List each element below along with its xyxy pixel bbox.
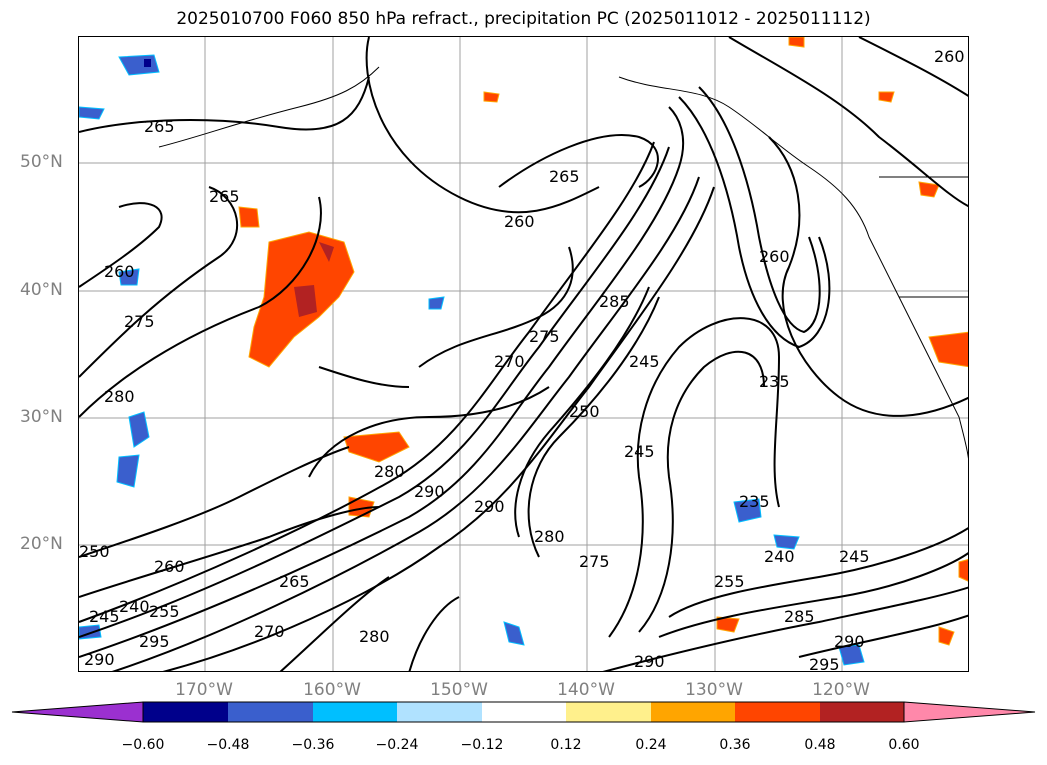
colorbar-tick-label: 0.12 [550, 737, 582, 753]
contour-label: 290 [834, 632, 865, 651]
graticule [79, 37, 968, 671]
lat-label-20n: 20°N [20, 534, 63, 554]
colorbar-tick-label: 0.48 [804, 737, 836, 753]
contour-label: 245 [629, 352, 660, 371]
contour-label: 270 [494, 352, 525, 371]
contour-label: 265 [209, 187, 240, 206]
colorbar-segment [566, 702, 651, 722]
contour-label: 245 [89, 607, 120, 626]
contour-label: 285 [599, 292, 630, 311]
lon-label-120w: 120°W [812, 680, 870, 700]
contour-label: 290 [474, 497, 505, 516]
contour-label: 290 [414, 482, 445, 501]
colorbar-segment [228, 702, 313, 722]
lon-label-140w: 140°W [557, 680, 615, 700]
contour-label: 245 [624, 442, 655, 461]
contour-label: 295 [139, 632, 170, 651]
colorbar [11, 701, 1036, 723]
contour-label: 280 [374, 462, 405, 481]
contour-label: 280 [359, 627, 390, 646]
colorbar-tick-label: −0.48 [206, 737, 250, 753]
contour-label: 260 [504, 212, 535, 231]
contour-label: 245 [839, 547, 870, 566]
colorbar-segment [397, 702, 482, 722]
map-canvas: 265 260 275 280 265 260 265 260 270 275 … [79, 37, 968, 672]
contour-label: 260 [934, 47, 965, 66]
contour-label: 260 [154, 557, 185, 576]
contour-label: 290 [634, 652, 665, 671]
precipitation-shading [79, 37, 968, 666]
contour-label: 280 [534, 527, 565, 546]
contour-label: 275 [124, 312, 155, 331]
contour-label: 250 [569, 402, 600, 421]
contour-label: 265 [549, 167, 580, 186]
lon-label-160w: 160°W [303, 680, 361, 700]
lon-label-170w: 170°W [175, 680, 233, 700]
colorbar-segment [651, 702, 735, 722]
colorbar-outline [142, 701, 905, 723]
contour-label: 290 [84, 650, 115, 669]
contour-label: 240 [119, 597, 150, 616]
contour-label: 255 [714, 572, 745, 591]
colorbar-segment [313, 702, 397, 722]
refractivity-contours [79, 37, 968, 671]
contour-label: 285 [784, 607, 815, 626]
contour-label: 275 [579, 552, 610, 571]
lon-label-150w: 150°W [430, 680, 488, 700]
colorbar-tick-label: −0.24 [375, 737, 419, 753]
lon-label-130w: 130°W [685, 680, 743, 700]
colorbar-tick-label: 0.60 [888, 737, 920, 753]
map-title: 2025010700 F060 850 hPa refract., precip… [176, 9, 871, 29]
colorbar-segment [820, 702, 904, 722]
contour-label: 265 [144, 117, 175, 136]
colorbar-tick-label: −0.12 [460, 737, 504, 753]
colorbar-tick-label: −0.60 [121, 737, 165, 753]
coastline [158, 66, 968, 459]
contour-label: 260 [104, 262, 135, 281]
colorbar-segment [143, 702, 228, 722]
lat-label-40n: 40°N [20, 280, 63, 300]
contour-label: 255 [149, 602, 180, 621]
colorbar-extend-high [903, 701, 1036, 723]
colorbar-extend-low [11, 701, 144, 723]
contour-label: 275 [529, 327, 560, 346]
map-panel[interactable]: 265 260 275 280 265 260 265 260 270 275 … [78, 36, 969, 672]
lat-label-30n: 30°N [20, 407, 63, 427]
colorbar-tick-label: 0.36 [719, 737, 751, 753]
contour-label: 265 [279, 572, 310, 591]
lat-label-50n: 50°N [20, 152, 63, 172]
contour-label: 270 [254, 622, 285, 641]
contour-label: 235 [759, 372, 790, 391]
colorbar-tick-label: 0.24 [635, 737, 667, 753]
contour-label: 295 [809, 655, 840, 672]
contour-label: 260 [759, 247, 790, 266]
colorbar-segment [735, 702, 820, 722]
contour-label-group: 265 260 275 280 265 260 265 260 270 275 … [79, 47, 965, 672]
contour-label: 280 [104, 387, 135, 406]
contour-label: 240 [764, 547, 795, 566]
colorbar-tick-label: −0.36 [291, 737, 335, 753]
contour-label: 250 [79, 542, 110, 561]
colorbar-segment [482, 702, 566, 722]
contour-label: 235 [739, 492, 770, 511]
